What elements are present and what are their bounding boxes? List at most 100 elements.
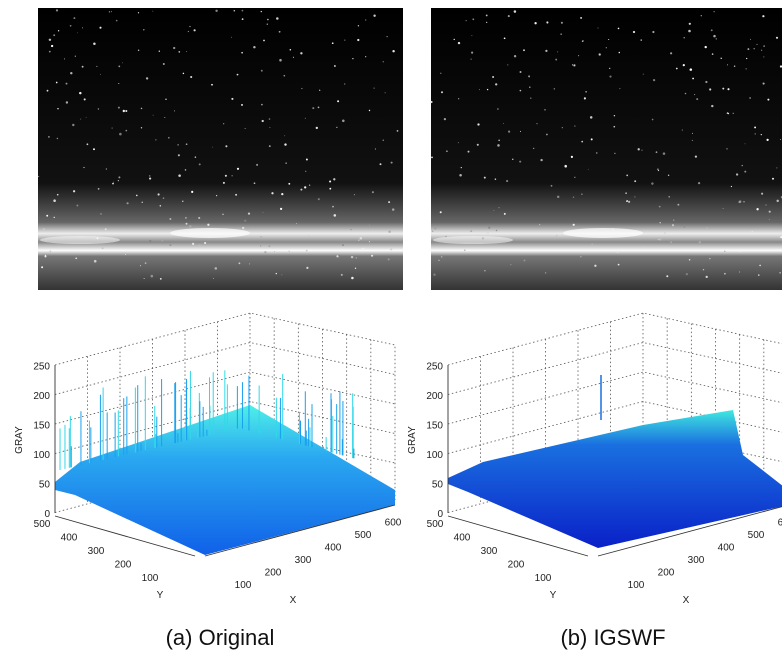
glow-spot	[170, 228, 250, 238]
star	[308, 184, 311, 186]
star	[626, 200, 628, 202]
star	[159, 278, 162, 280]
star	[241, 103, 243, 106]
star	[505, 179, 509, 183]
star	[241, 18, 244, 20]
star	[698, 241, 702, 244]
star	[656, 168, 659, 171]
star	[743, 201, 745, 203]
star	[93, 259, 97, 263]
star	[665, 240, 667, 243]
star	[446, 150, 448, 153]
star	[651, 118, 654, 121]
grid-line	[447, 371, 782, 425]
star	[581, 193, 583, 196]
star	[122, 109, 126, 113]
star	[281, 192, 284, 196]
star	[546, 133, 548, 136]
star	[261, 119, 264, 123]
star	[333, 178, 336, 181]
star	[756, 43, 758, 45]
star	[193, 29, 196, 32]
y-tick-label: 200	[508, 560, 525, 571]
star	[476, 143, 479, 146]
star	[268, 145, 271, 147]
star	[351, 276, 354, 280]
star	[260, 69, 263, 72]
star	[353, 194, 355, 196]
star	[329, 187, 332, 190]
star	[762, 82, 765, 85]
star	[555, 58, 558, 61]
star	[264, 251, 267, 254]
star	[119, 132, 122, 136]
star	[763, 45, 765, 47]
star	[609, 75, 612, 78]
star	[758, 274, 760, 276]
z-axis-label: GRAY	[407, 426, 418, 454]
star	[371, 254, 374, 257]
star	[572, 196, 575, 198]
star	[75, 257, 78, 260]
z-tick-label: 150	[426, 421, 443, 432]
star	[182, 72, 185, 75]
star	[494, 178, 497, 180]
star	[112, 182, 114, 185]
star	[459, 174, 462, 177]
star	[368, 241, 370, 243]
star	[530, 97, 532, 99]
star	[162, 197, 165, 199]
star	[775, 36, 779, 39]
star	[70, 71, 73, 75]
star	[231, 97, 234, 100]
star	[467, 150, 470, 153]
star	[145, 77, 149, 80]
star	[97, 108, 100, 110]
star	[613, 114, 616, 117]
star	[471, 35, 473, 37]
star	[122, 62, 124, 64]
star	[711, 104, 714, 108]
star	[344, 39, 346, 41]
star	[587, 168, 589, 170]
star	[305, 249, 308, 252]
star	[581, 140, 584, 143]
star	[655, 151, 658, 154]
star	[340, 273, 343, 276]
star	[82, 27, 83, 29]
star	[713, 34, 716, 38]
star	[304, 186, 307, 189]
star	[738, 249, 742, 252]
star	[460, 166, 462, 169]
star	[173, 46, 176, 50]
star	[536, 123, 538, 125]
star	[276, 17, 279, 20]
image-background	[38, 8, 403, 290]
star	[583, 97, 586, 100]
image-background	[431, 8, 782, 290]
star	[155, 139, 157, 141]
star	[81, 65, 84, 68]
star	[700, 15, 702, 17]
star	[99, 26, 102, 29]
star	[519, 130, 521, 132]
star	[735, 173, 739, 176]
star	[553, 88, 555, 90]
star	[236, 167, 240, 170]
star	[198, 163, 201, 166]
star	[616, 250, 619, 253]
star	[694, 155, 698, 158]
star	[464, 249, 466, 251]
star	[96, 65, 98, 67]
star	[104, 228, 107, 231]
star	[730, 185, 732, 188]
star	[336, 126, 338, 128]
star	[392, 49, 395, 53]
star	[159, 205, 162, 207]
x-axis	[597, 506, 782, 557]
caption: (a) Original	[166, 625, 275, 650]
star	[519, 160, 522, 163]
star	[497, 144, 500, 147]
star	[111, 127, 113, 129]
